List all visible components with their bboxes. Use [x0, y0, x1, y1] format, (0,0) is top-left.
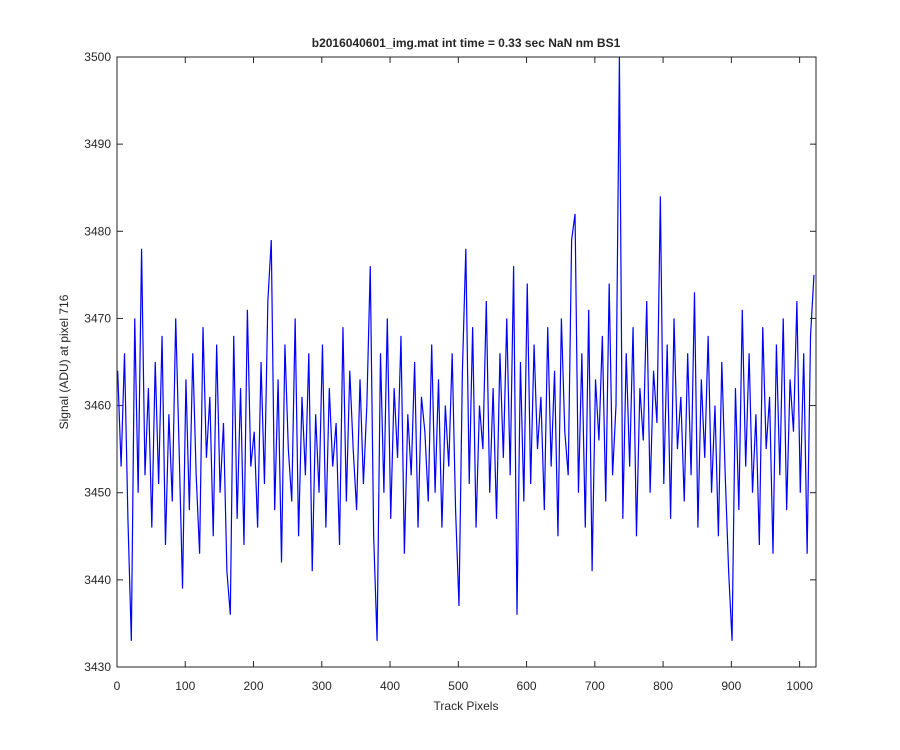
chart-title: b2016040601_img.mat int time = 0.33 sec … [312, 36, 621, 50]
data-line [117, 56, 815, 641]
x-tick-label: 400 [380, 679, 400, 693]
y-axis-label: Signal (ADU) at pixel 716 [57, 294, 71, 429]
x-tick-label: 800 [653, 679, 673, 693]
x-tick-label: 100 [175, 679, 195, 693]
x-axis-label: Track Pixels [434, 699, 499, 713]
y-tick-label: 3480 [84, 224, 111, 238]
x-tick-label: 300 [312, 679, 332, 693]
y-tick-label: 3470 [84, 311, 111, 325]
y-tick-label: 3430 [84, 660, 111, 674]
x-tick-label: 1000 [786, 679, 813, 693]
x-tick-label: 600 [517, 679, 537, 693]
y-tick-label: 3440 [84, 573, 111, 587]
plot-area [116, 56, 817, 668]
x-tick-label: 500 [448, 679, 468, 693]
x-tick-label: 0 [114, 679, 121, 693]
y-tick-label: 3490 [84, 137, 111, 151]
x-tick-label: 700 [585, 679, 605, 693]
y-tick-label: 3450 [84, 486, 111, 500]
x-tick-label: 200 [244, 679, 264, 693]
y-tick-label: 3500 [84, 50, 111, 64]
y-tick-label: 3460 [84, 399, 111, 413]
x-tick-label: 900 [721, 679, 741, 693]
